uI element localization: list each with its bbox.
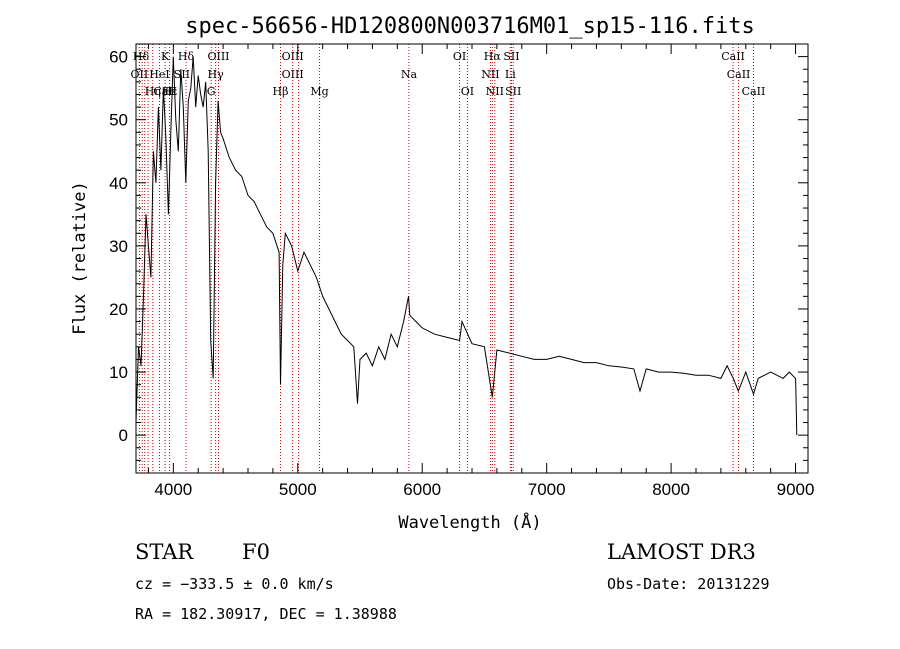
x-tick-label: 8000: [652, 480, 690, 499]
emission-line-label: OIII: [207, 50, 229, 63]
x-tick-label: 7000: [528, 480, 566, 499]
plot-frame: [135, 43, 809, 474]
redshift-velocity: cz = −333.5 ± 0.0 km/s: [135, 575, 334, 593]
emission-line-label: OI: [461, 85, 474, 98]
observation-date: Obs-Date: 20131229: [607, 575, 770, 593]
x-tick-labels: 4000 5000 6000 7000 8000 9000: [154, 480, 814, 499]
y-tick-label: 0: [119, 426, 128, 445]
emission-line-label: NII: [481, 68, 499, 81]
emission-line-label: SII: [503, 50, 519, 63]
emission-line-label: G: [207, 85, 216, 98]
survey-name: LAMOST DR3: [607, 540, 756, 564]
emission-line-label: K: [161, 50, 170, 63]
emission-line-label: Hα: [484, 50, 502, 63]
emission-line-label: Hβ: [273, 85, 289, 98]
ra-dec-coordinates: RA = 182.30917, DEC = 1.38988: [135, 605, 397, 623]
emission-line-label: SII: [505, 85, 521, 98]
y-axis-label: Flux (relative): [70, 181, 90, 335]
y-tick-label: 30: [109, 237, 128, 256]
y-tick-label: 40: [109, 174, 128, 193]
emission-line-label: CaII: [153, 85, 177, 98]
emission-line-label: Hδ: [178, 50, 195, 63]
emission-line-label: OIII: [282, 68, 304, 81]
emission-line-label: Hδ: [133, 50, 150, 63]
x-tick-label: 9000: [777, 480, 815, 499]
x-tick-label: 6000: [403, 480, 441, 499]
emission-line-label: HeI: [149, 68, 169, 81]
emission-line-label: OI: [453, 50, 466, 63]
spectral-subclass: F0: [242, 540, 270, 564]
emission-line-label: Hη: [145, 85, 161, 98]
emission-line-markers: [138, 44, 754, 473]
spectrum-line: [135, 56, 798, 436]
emission-line-label: OIII: [282, 50, 304, 63]
x-tick-label: 4000: [154, 480, 192, 499]
spectrum-series: [135, 56, 798, 436]
emission-line-label: Li: [505, 68, 516, 81]
y-tick-labels: 0 10 20 30 40 50 60: [109, 48, 128, 446]
plot-axes: [135, 43, 809, 474]
x-tick-label: 5000: [279, 480, 317, 499]
emission-line-label: CaII: [727, 68, 751, 81]
y-tick-label: 10: [109, 363, 128, 382]
x-axis-label: Wavelength (Å): [398, 511, 541, 533]
chart-title: spec-56656-HD120800N003716M01_sp15-116.f…: [185, 14, 755, 39]
emission-line-label: H: [165, 85, 175, 98]
emission-line-label: CaII: [721, 50, 745, 63]
emission-line-label: NII: [486, 85, 504, 98]
object-class: STAR: [135, 540, 194, 564]
emission-line-label: Mg: [310, 85, 328, 98]
emission-line-label: Hε: [162, 85, 178, 98]
y-tick-label: 60: [109, 48, 128, 67]
emission-line-label: SII: [174, 68, 190, 81]
emission-line-label: Na: [401, 68, 418, 81]
emission-line-label: CaII: [742, 85, 766, 98]
y-tick-label: 20: [109, 300, 128, 319]
emission-line-label: OII: [131, 68, 149, 81]
emission-line-label: Hγ: [208, 68, 225, 81]
y-tick-label: 50: [109, 111, 128, 130]
